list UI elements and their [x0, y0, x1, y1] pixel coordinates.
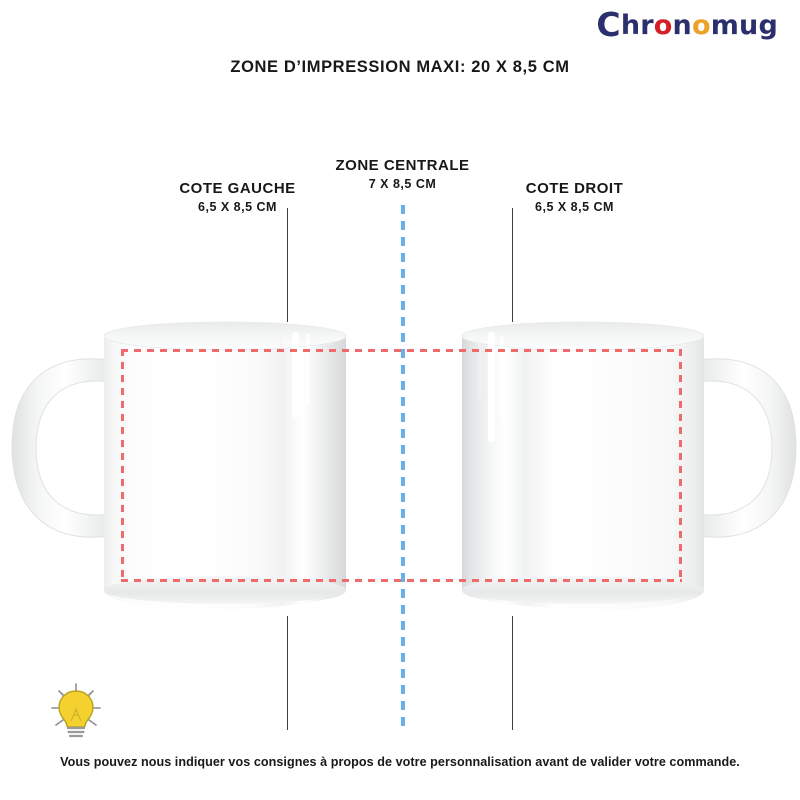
zone-center-title: ZONE CENTRALE — [335, 157, 470, 174]
logo-letter-o-red: o — [653, 10, 673, 41]
zone-label-center: ZONE CENTRALE 7 X 8,5 CM — [290, 157, 515, 193]
logo-letters-mug: mug — [710, 10, 778, 41]
mug-right-body — [462, 336, 704, 610]
mug-left-handle — [11, 358, 111, 538]
logo-letter-n: n — [672, 10, 692, 41]
zone-right-dimensions: 6,5 X 8,5 CM — [535, 200, 614, 215]
zone-left-dimensions: 6,5 X 8,5 CM — [198, 200, 277, 215]
mug-right-rim — [461, 321, 705, 351]
mug-right-base — [462, 576, 704, 604]
mug-left-view — [11, 321, 347, 610]
guide-tick-top-right — [512, 208, 513, 322]
mug-right-handle — [697, 358, 797, 538]
zone-label-right: COTE DROIT 6,5 X 8,5 CM — [432, 180, 717, 216]
logo-letters-hr: hr — [620, 10, 654, 41]
zone-right-title: COTE DROIT — [525, 180, 624, 197]
guide-tick-bottom-right — [512, 616, 513, 730]
chronomug-logo: Chronomug — [596, 8, 778, 41]
mug-right-gloss-b — [500, 336, 504, 422]
mug-left-base — [104, 576, 346, 604]
mug-right-gloss-c — [478, 338, 481, 398]
mug-left-body — [104, 336, 346, 610]
mug-left-gloss-b — [306, 334, 310, 404]
zone-label-left: COTE GAUCHE 6,5 X 8,5 CM — [95, 180, 380, 216]
mug-right-gloss-a — [488, 332, 495, 442]
lightbulb-filament — [70, 707, 82, 722]
lightbulb-icon — [51, 683, 101, 738]
footer-note: Vous pouvez nous indiquer vos consignes … — [60, 755, 740, 769]
zone-left-title: COTE GAUCHE — [179, 180, 296, 197]
logo-letter-o-orange: o — [691, 10, 711, 41]
guide-tick-bottom-left — [287, 616, 288, 730]
center-guide-line — [401, 205, 405, 732]
logo-letter-c: C — [596, 5, 621, 44]
guide-tick-top-left — [287, 208, 288, 322]
lightbulb-base — [66, 726, 86, 738]
zone-center-dimensions: 7 X 8,5 CM — [368, 177, 437, 192]
mug-left-gloss-a — [292, 332, 299, 418]
page-title: ZONE D’IMPRESSION MAXI: 20 X 8,5 CM — [230, 58, 570, 76]
mug-left-gloss-c — [280, 336, 283, 386]
mug-right-view — [461, 321, 797, 610]
